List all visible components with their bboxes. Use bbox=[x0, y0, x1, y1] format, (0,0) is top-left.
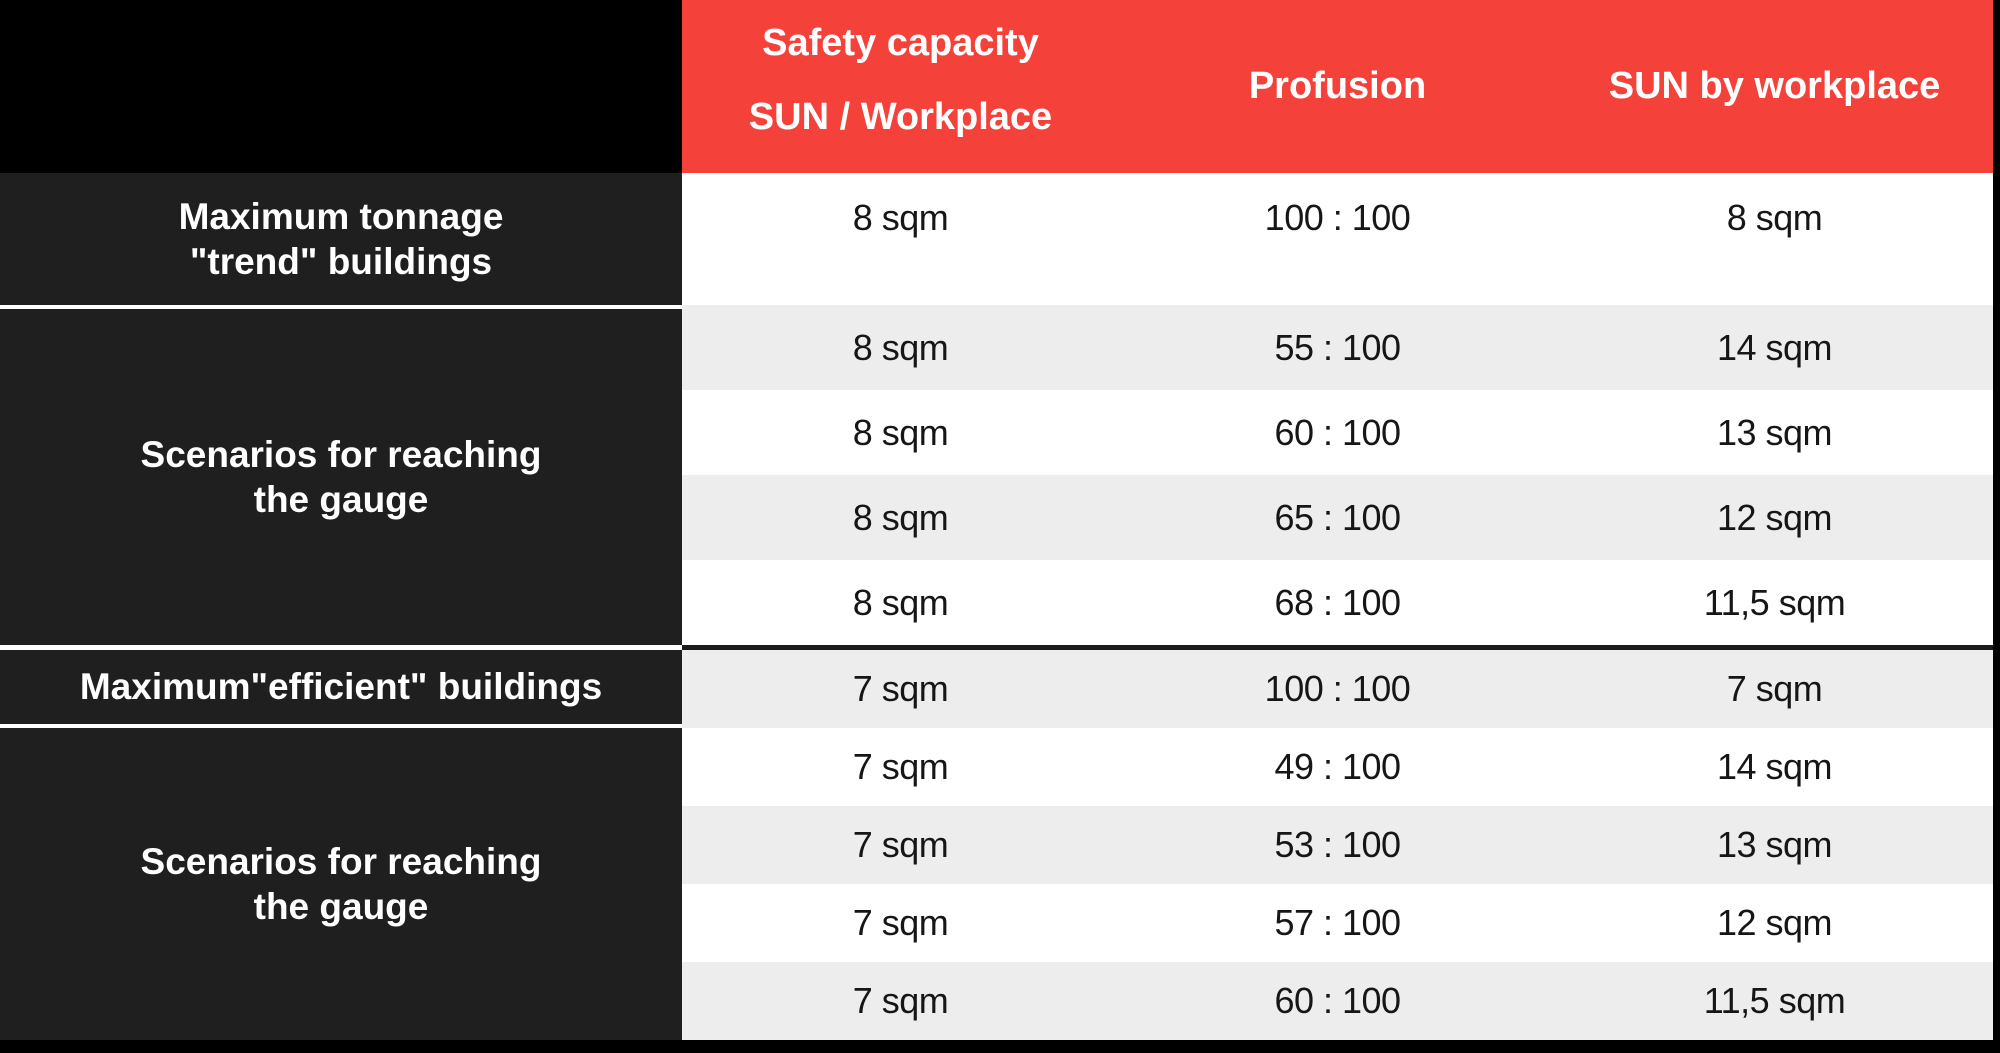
cell-profusion: 57 : 100 bbox=[1119, 884, 1556, 962]
row-label-maximum-trend-line2: "trend" buildings bbox=[189, 241, 493, 282]
row-label-scenarios-2-line1: Scenarios for reaching bbox=[140, 840, 542, 882]
cell-profusion: 68 : 100 bbox=[1119, 560, 1556, 645]
bottom-edge-bar bbox=[0, 1040, 2000, 1053]
header-sun-by-workplace: SUN by workplace bbox=[1556, 0, 1993, 173]
cell-capacity: 7 sqm bbox=[682, 806, 1119, 884]
cell-sun-by-workplace: 12 sqm bbox=[1556, 475, 1993, 560]
cell-sun-by-workplace: 8 sqm bbox=[1556, 173, 1993, 305]
cell-capacity: 8 sqm bbox=[682, 390, 1119, 475]
header-corner-block bbox=[0, 0, 682, 173]
cell-sun-by-workplace: 14 sqm bbox=[1556, 728, 1993, 806]
row-label-maximum-trend: Maximum tonnage "trend" buildings bbox=[0, 173, 682, 305]
cell-profusion: 65 : 100 bbox=[1119, 475, 1556, 560]
row-label-scenarios-2-line2: the gauge bbox=[253, 886, 429, 927]
header-safety-capacity-line1: Safety capacity bbox=[762, 22, 1039, 64]
cell-sun-by-workplace: 11,5 sqm bbox=[1556, 962, 1993, 1040]
cell-capacity: 7 sqm bbox=[682, 728, 1119, 806]
header-safety-capacity-line2: SUN / Workplace bbox=[748, 95, 1053, 138]
row-label-maximum-trend-line1: Maximum tonnage bbox=[178, 195, 504, 237]
header-safety-capacity: Safety capacity SUN / Workplace bbox=[682, 0, 1119, 173]
cell-capacity: 8 sqm bbox=[682, 560, 1119, 645]
cell-sun-by-workplace: 7 sqm bbox=[1556, 650, 1993, 728]
cell-sun-by-workplace: 14 sqm bbox=[1556, 305, 1993, 390]
cell-capacity: 8 sqm bbox=[682, 475, 1119, 560]
section-divider-line bbox=[682, 645, 1993, 650]
cell-sun-by-workplace: 13 sqm bbox=[1556, 390, 1993, 475]
left-column-divider bbox=[0, 645, 682, 650]
cell-capacity: 8 sqm bbox=[682, 173, 1119, 305]
cell-profusion: 100 : 100 bbox=[1119, 650, 1556, 728]
right-edge-bar bbox=[1993, 0, 2000, 1040]
cell-profusion: 60 : 100 bbox=[1119, 390, 1556, 475]
cell-profusion: 55 : 100 bbox=[1119, 305, 1556, 390]
cell-capacity: 7 sqm bbox=[682, 650, 1119, 728]
row-label-maximum-efficient: Maximum"efficient" buildings bbox=[0, 650, 682, 728]
cell-capacity: 7 sqm bbox=[682, 884, 1119, 962]
cell-profusion: 60 : 100 bbox=[1119, 962, 1556, 1040]
cell-sun-by-workplace: 13 sqm bbox=[1556, 806, 1993, 884]
row-label-scenarios-1: Scenarios for reaching the gauge bbox=[0, 305, 682, 645]
cell-sun-by-workplace: 11,5 sqm bbox=[1556, 560, 1993, 645]
cell-profusion: 100 : 100 bbox=[1119, 173, 1556, 305]
cell-capacity: 7 sqm bbox=[682, 962, 1119, 1040]
cell-sun-by-workplace: 12 sqm bbox=[1556, 884, 1993, 962]
cell-profusion: 53 : 100 bbox=[1119, 806, 1556, 884]
row-label-scenarios-1-line1: Scenarios for reaching bbox=[140, 433, 542, 475]
row-label-scenarios-1-line2: the gauge bbox=[253, 479, 429, 520]
cell-capacity: 8 sqm bbox=[682, 305, 1119, 390]
cell-profusion: 49 : 100 bbox=[1119, 728, 1556, 806]
header-profusion: Profusion bbox=[1119, 0, 1556, 173]
row-label-scenarios-2: Scenarios for reaching the gauge bbox=[0, 728, 682, 1040]
